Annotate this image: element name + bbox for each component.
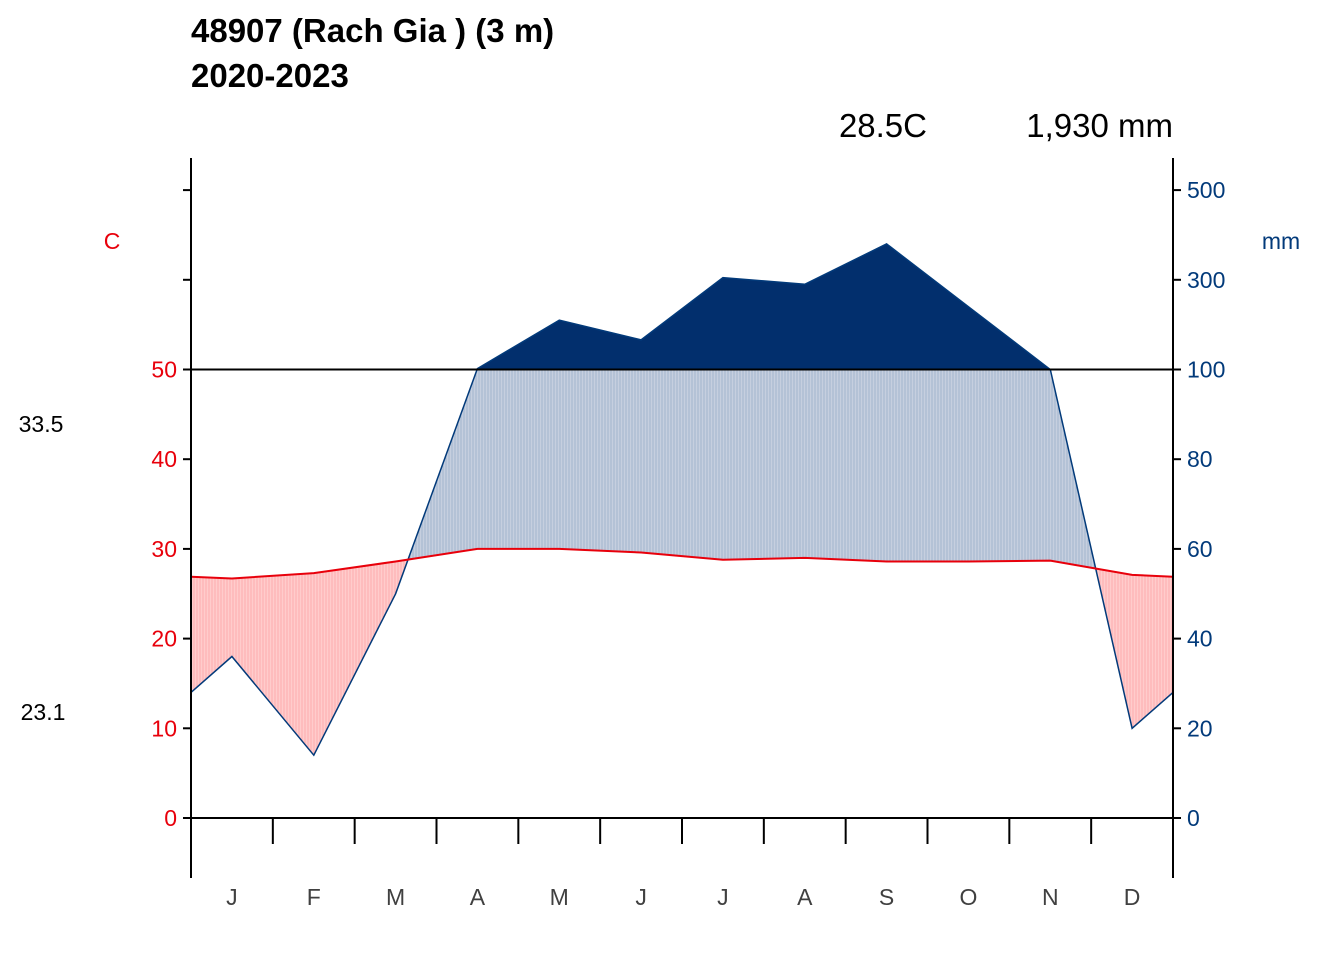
month-label: A (797, 884, 813, 910)
left-tick-label: 30 (151, 536, 177, 562)
total-precipitation-label: 1,930 mm (1026, 107, 1173, 144)
mean-temperature-label: 28.5C (839, 107, 927, 144)
left-tick-label: 50 (151, 357, 177, 383)
left-tick-label: 40 (151, 446, 177, 472)
plot-area (190, 243, 1174, 757)
month-label: N (1042, 884, 1059, 910)
month-label: M (550, 884, 569, 910)
humid-hatch-area (409, 369, 1095, 569)
month-label: J (717, 884, 729, 910)
month-label: F (307, 884, 321, 910)
month-label: J (226, 884, 238, 910)
month-label: D (1124, 884, 1141, 910)
right-tick-label: 80 (1187, 446, 1213, 472)
right-tick-label: 20 (1187, 715, 1213, 741)
left-tick-label: 20 (151, 626, 177, 652)
absolute-min-label: 23.1 (21, 699, 66, 725)
month-label: O (959, 884, 977, 910)
arid-fill (191, 559, 1173, 755)
right-tick-label: 0 (1187, 805, 1200, 831)
humid-fill (409, 369, 1095, 569)
temperature-series-line (190, 547, 1174, 580)
month-label: S (879, 884, 894, 910)
right-axis-ticks: 0 20 40 60 80 100 300 500 (1173, 177, 1225, 831)
arid-hatch-area (190, 559, 1173, 755)
right-axis-unit: mm (1262, 228, 1300, 254)
chart-title-station: 48907 (Rach Gia ) (3 m) (191, 12, 554, 49)
humid-hatch-lines (409, 369, 1095, 569)
right-tick-label: 100 (1187, 357, 1225, 383)
right-tick-label: 40 (1187, 626, 1213, 652)
left-tick-label: 0 (164, 805, 177, 831)
right-tick-label: 500 (1187, 177, 1225, 203)
perhumid-fill (478, 244, 1050, 370)
left-axis-ticks: 0 10 20 30 40 50 (151, 189, 191, 831)
month-label: J (635, 884, 647, 910)
arid-hatch-lines (190, 559, 1173, 755)
absolute-max-label: 33.5 (19, 411, 64, 437)
left-axis-unit: C (104, 228, 121, 254)
right-tick-label: 300 (1187, 267, 1225, 293)
left-tick-label: 10 (151, 715, 177, 741)
month-label: M (386, 884, 405, 910)
right-tick-label: 60 (1187, 536, 1213, 562)
month-label: A (470, 884, 486, 910)
precipitation-series-line (190, 243, 1174, 757)
chart-title-period: 2020-2023 (191, 57, 349, 94)
